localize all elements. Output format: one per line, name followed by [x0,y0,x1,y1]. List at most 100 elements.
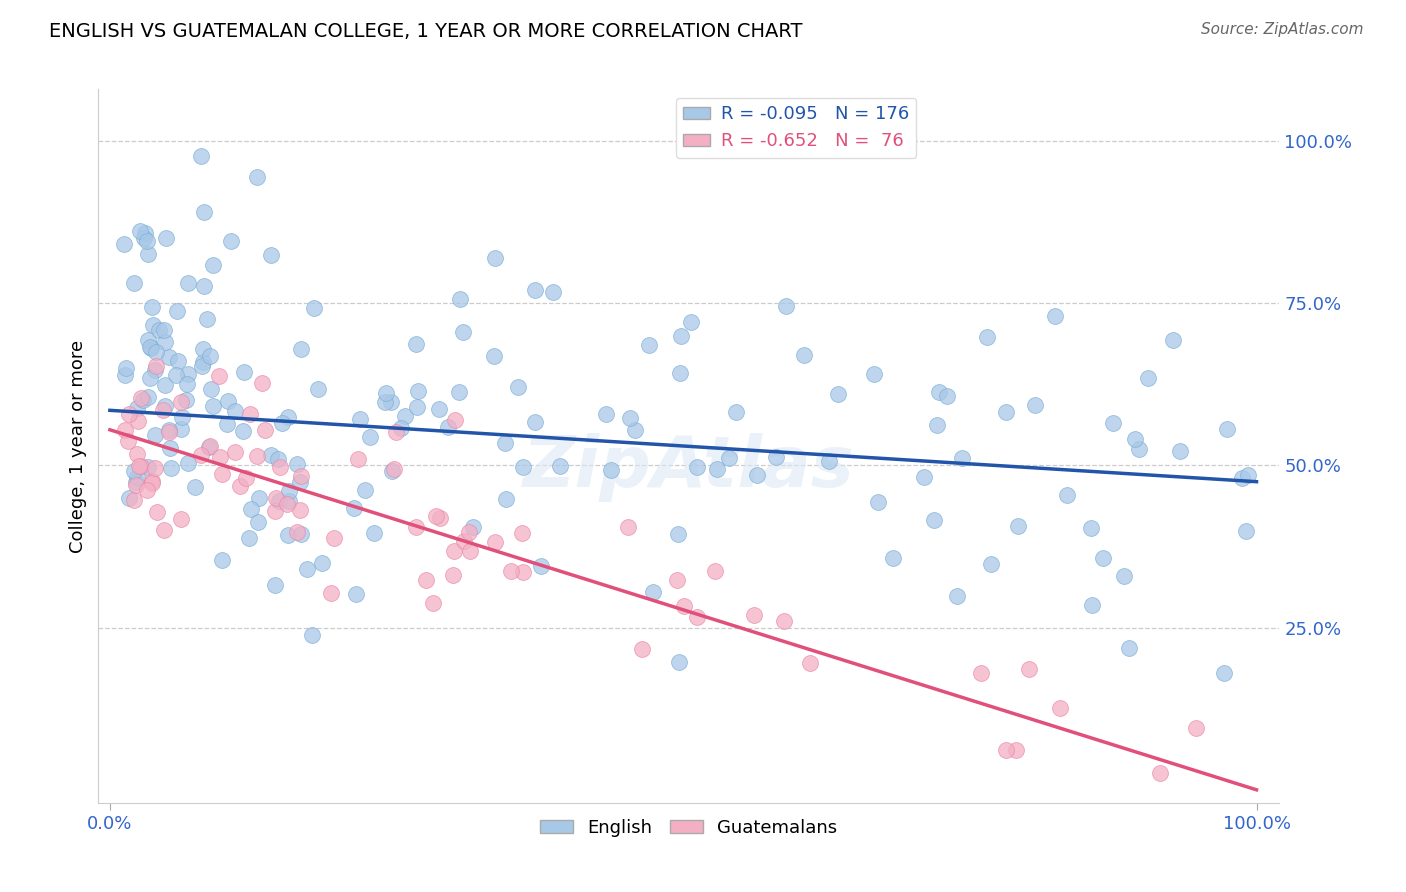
Point [510,525,533,540]
Point [422,597,444,611]
Point [669,329,692,343]
Point [668,655,690,669]
Point [127,414,149,428]
Point [167,354,190,368]
Point [153,377,176,392]
Point [232,365,254,379]
Point [129,224,152,238]
Point [495,492,517,507]
Point [247,515,270,529]
Point [157,350,180,364]
Point [211,467,233,481]
Point [724,405,747,419]
Point [484,251,506,265]
Point [1114,569,1136,583]
Point [160,461,183,475]
Point [253,423,276,437]
Point [638,337,661,351]
Point [193,278,215,293]
Point [176,377,198,392]
Point [202,399,225,413]
Point [277,410,299,425]
Point [970,665,993,680]
Point [114,368,136,382]
Point [290,468,312,483]
Text: ENGLISH VS GUATEMALAN COLLEGE, 1 YEAR OR MORE CORRELATION CHART: ENGLISH VS GUATEMALAN COLLEGE, 1 YEAR OR… [49,22,803,41]
Point [155,231,177,245]
Point [238,531,260,545]
Point [976,330,998,344]
Point [463,520,485,534]
Point [1230,471,1253,485]
Point [666,527,689,541]
Point [1137,370,1160,384]
Point [135,483,157,497]
Point [541,285,564,300]
Point [136,460,159,475]
Point [112,237,135,252]
Point [219,234,242,248]
Point [995,743,1018,757]
Point [166,304,188,318]
Point [290,527,312,541]
Point [136,390,159,404]
Point [449,293,471,307]
Point [672,599,695,613]
Point [530,559,553,574]
Y-axis label: College, 1 year or more: College, 1 year or more [69,340,87,552]
Point [818,454,841,468]
Point [380,394,402,409]
Point [266,452,288,467]
Point [232,424,254,438]
Point [619,410,641,425]
Point [152,402,174,417]
Point [122,277,145,291]
Point [1149,766,1171,780]
Point [134,226,156,240]
Point [200,383,222,397]
Point [191,355,214,369]
Point [706,462,728,476]
Point [238,407,260,421]
Point [1184,721,1206,735]
Point [202,258,225,272]
Point [117,434,139,449]
Point [125,447,148,461]
Point [200,439,222,453]
Point [143,428,166,442]
Point [499,564,522,578]
Point [153,523,176,537]
Point [114,361,136,376]
Point [125,401,148,416]
Point [484,349,506,363]
Point [1018,662,1040,676]
Point [524,415,547,429]
Point [170,394,193,409]
Point [322,532,344,546]
Point [114,424,136,438]
Point [170,512,193,526]
Point [177,367,200,381]
Point [793,348,815,362]
Point [229,479,252,493]
Point [141,476,163,491]
Point [344,587,367,601]
Point [191,359,214,373]
Point [405,401,427,415]
Point [263,504,285,518]
Point [129,459,152,474]
Point [1056,488,1078,502]
Point [453,533,475,548]
Point [125,478,148,492]
Point [912,470,935,484]
Point [290,503,312,517]
Point [1161,333,1184,347]
Point [139,371,162,385]
Point [374,394,396,409]
Text: Source: ZipAtlas.com: Source: ZipAtlas.com [1201,22,1364,37]
Point [132,393,155,408]
Point [436,420,458,434]
Point [195,311,218,326]
Point [319,586,342,600]
Point [190,149,212,163]
